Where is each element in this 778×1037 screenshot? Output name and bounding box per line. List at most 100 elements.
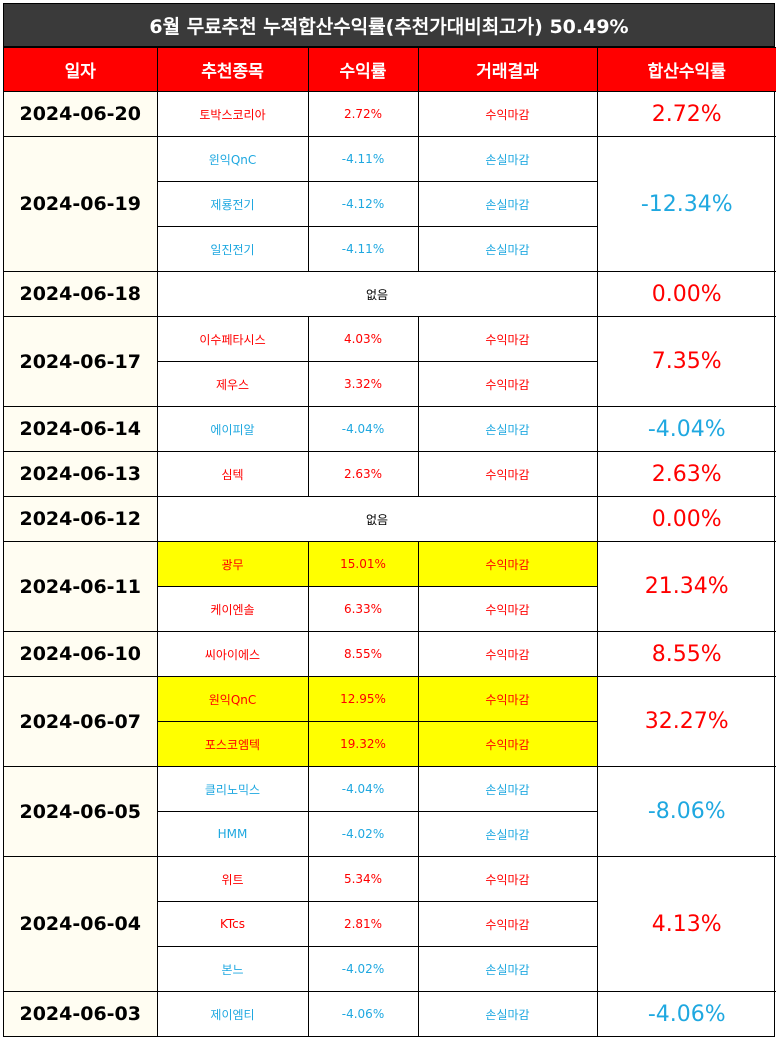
returns-table: 일자 추천종목 수익률 거래결과 합산수익률 2024-06-20 토박스코리아 2… — [4, 47, 776, 1036]
table-row: 2024-06-05 클리노믹스 -4.04% 손실마감 -8.06% — [4, 766, 776, 857]
date-cell: 2024-06-14 — [4, 406, 158, 452]
total-return-cell: 4.13% — [596, 856, 776, 992]
trade-result-cell: 손실마감 — [417, 766, 598, 812]
stock-rate-cell: -4.02% — [307, 946, 419, 992]
total-return-cell: 0.00% — [596, 496, 776, 542]
table-row: 일진전기 -4.11% 손실마감 — [4, 226, 776, 272]
total-return-cell: 21.34% — [596, 541, 776, 632]
trade-result-cell: 수익마감 — [417, 316, 598, 362]
date-cell: 2024-06-10 — [4, 631, 158, 677]
stock-rate-cell: 6.33% — [307, 586, 419, 632]
header-rate: 수익률 — [307, 47, 419, 92]
stock-name-cell: 제이엠티 — [156, 991, 309, 1036]
stock-name-cell: 토박스코리아 — [156, 91, 309, 137]
stock-name-cell: 포스코엠텍 — [157, 721, 309, 767]
stock-name-cell: KTcs — [157, 901, 309, 947]
stock-rate-cell: -4.04% — [307, 766, 419, 812]
header-stock: 추천종목 — [156, 47, 309, 92]
total-return-cell: -8.06% — [596, 766, 776, 857]
trade-result-cell: 손실마감 — [417, 181, 597, 227]
table-row: 포스코엠텍 19.32% 수익마감 — [4, 721, 776, 767]
stock-rate-cell: 15.01% — [307, 541, 419, 587]
stock-rate-cell: 2.63% — [307, 451, 419, 497]
stock-name-cell: 원익QnC — [156, 676, 309, 722]
table-row: 2024-06-20 토박스코리아 2.72% 수익마감 2.72% — [4, 91, 776, 137]
stock-name-cell: 위트 — [156, 856, 309, 902]
date-cell: 2024-06-13 — [4, 451, 158, 497]
table-row: 2024-06-17 이수페타시스 4.03% 수익마감 7.35% — [4, 316, 776, 407]
date-cell: 2024-06-04 — [4, 856, 158, 992]
stock-name-cell: 씨아이에스 — [156, 631, 309, 677]
stock-rate-cell: -4.11% — [307, 136, 419, 182]
no-recommendation-cell: 없음 — [156, 271, 598, 317]
trade-result-cell: 손실마감 — [417, 226, 597, 272]
total-return-cell: 0.00% — [596, 271, 776, 317]
total-return-cell: -4.06% — [596, 991, 776, 1036]
stock-rate-cell: 4.03% — [307, 316, 419, 362]
date-cell: 2024-06-07 — [4, 676, 158, 767]
total-return-cell: 2.72% — [596, 91, 776, 137]
trade-result-cell: 수익마감 — [417, 541, 598, 587]
total-return-cell: -12.34% — [596, 136, 776, 272]
stock-name-cell: 윈익QnC — [156, 136, 309, 182]
trade-result-cell: 손실마감 — [417, 991, 598, 1036]
date-cell: 2024-06-03 — [4, 991, 158, 1036]
table-row: 제룡전기 -4.12% 손실마감 — [4, 181, 776, 227]
stock-rate-cell: 2.72% — [307, 91, 419, 137]
stock-name-cell: 제룡전기 — [157, 181, 309, 227]
total-return-cell: 7.35% — [596, 316, 776, 407]
stock-rate-cell: -4.11% — [307, 226, 419, 272]
date-cell: 2024-06-05 — [4, 766, 158, 857]
trade-result-cell: 수익마감 — [417, 451, 598, 497]
table-row: 2024-06-12 없음 0.00% — [4, 496, 776, 542]
stock-rate-cell: -4.06% — [307, 991, 419, 1036]
trade-result-cell: 손실마감 — [417, 946, 597, 992]
stock-rate-cell: 3.32% — [307, 361, 419, 407]
trade-result-cell: 수익마감 — [417, 586, 597, 632]
table-row: HMM -4.02% 손실마감 — [4, 811, 776, 857]
table-row: 2024-06-10 씨아이에스 8.55% 수익마감 8.55% — [4, 631, 776, 677]
table-row: 케이엔솔 6.33% 수익마감 — [4, 586, 776, 632]
table-row: 2024-06-19 윈익QnC -4.11% 손실마감 -12.34% — [4, 136, 776, 272]
stock-name-cell: 클리노믹스 — [156, 766, 309, 812]
table-row: 2024-06-13 심텍 2.63% 수익마감 2.63% — [4, 451, 776, 497]
stock-name-cell: 제우스 — [157, 361, 309, 407]
stock-rate-cell: 5.34% — [307, 856, 419, 902]
stock-rate-cell: -4.04% — [307, 406, 419, 452]
trade-result-cell: 수익마감 — [417, 361, 597, 407]
trade-result-cell: 수익마감 — [417, 721, 597, 767]
date-cell: 2024-06-19 — [4, 136, 158, 272]
stock-rate-cell: -4.02% — [307, 811, 419, 857]
total-return-cell: 32.27% — [596, 676, 776, 767]
trade-result-cell: 수익마감 — [417, 676, 598, 722]
trade-result-cell: 손실마감 — [417, 136, 598, 182]
table-row: 2024-06-11 광무 15.01% 수익마감 21.34% — [4, 541, 776, 632]
trade-result-cell: 수익마감 — [417, 901, 597, 947]
stock-name-cell: 광무 — [156, 541, 309, 587]
date-cell: 2024-06-18 — [4, 271, 158, 317]
total-return-cell: -4.04% — [596, 406, 776, 452]
table-row: 본느 -4.02% 손실마감 — [4, 946, 776, 992]
header-row: 일자 추천종목 수익률 거래결과 합산수익률 — [4, 47, 776, 92]
header-total: 합산수익률 — [596, 47, 776, 92]
trade-result-cell: 수익마감 — [417, 856, 598, 902]
trade-result-cell: 수익마감 — [417, 631, 598, 677]
stock-rate-cell: 19.32% — [307, 721, 419, 767]
date-cell: 2024-06-20 — [4, 91, 158, 137]
stock-name-cell: 심텍 — [156, 451, 309, 497]
stock-rate-cell: -4.12% — [307, 181, 419, 227]
stock-name-cell: 일진전기 — [157, 226, 309, 272]
stock-name-cell: 케이엔솔 — [157, 586, 309, 632]
total-return-cell: 2.63% — [596, 451, 776, 497]
page-title: 6월 무료추천 누적합산수익률(추천가대비최고가) 50.49% — [4, 4, 774, 47]
stock-rate-cell: 2.81% — [307, 901, 419, 947]
stock-name-cell: 에이피알 — [156, 406, 309, 452]
total-return-cell: 8.55% — [596, 631, 776, 677]
table-row: 2024-06-18 없음 0.00% — [4, 271, 776, 317]
table-row: 2024-06-14 에이피알 -4.04% 손실마감 -4.04% — [4, 406, 776, 452]
header-date: 일자 — [4, 47, 158, 92]
stock-rate-cell: 8.55% — [307, 631, 419, 677]
table-row: 2024-06-07 원익QnC 12.95% 수익마감 32.27% — [4, 676, 776, 767]
trade-result-cell: 손실마감 — [417, 811, 597, 857]
date-cell: 2024-06-17 — [4, 316, 158, 407]
